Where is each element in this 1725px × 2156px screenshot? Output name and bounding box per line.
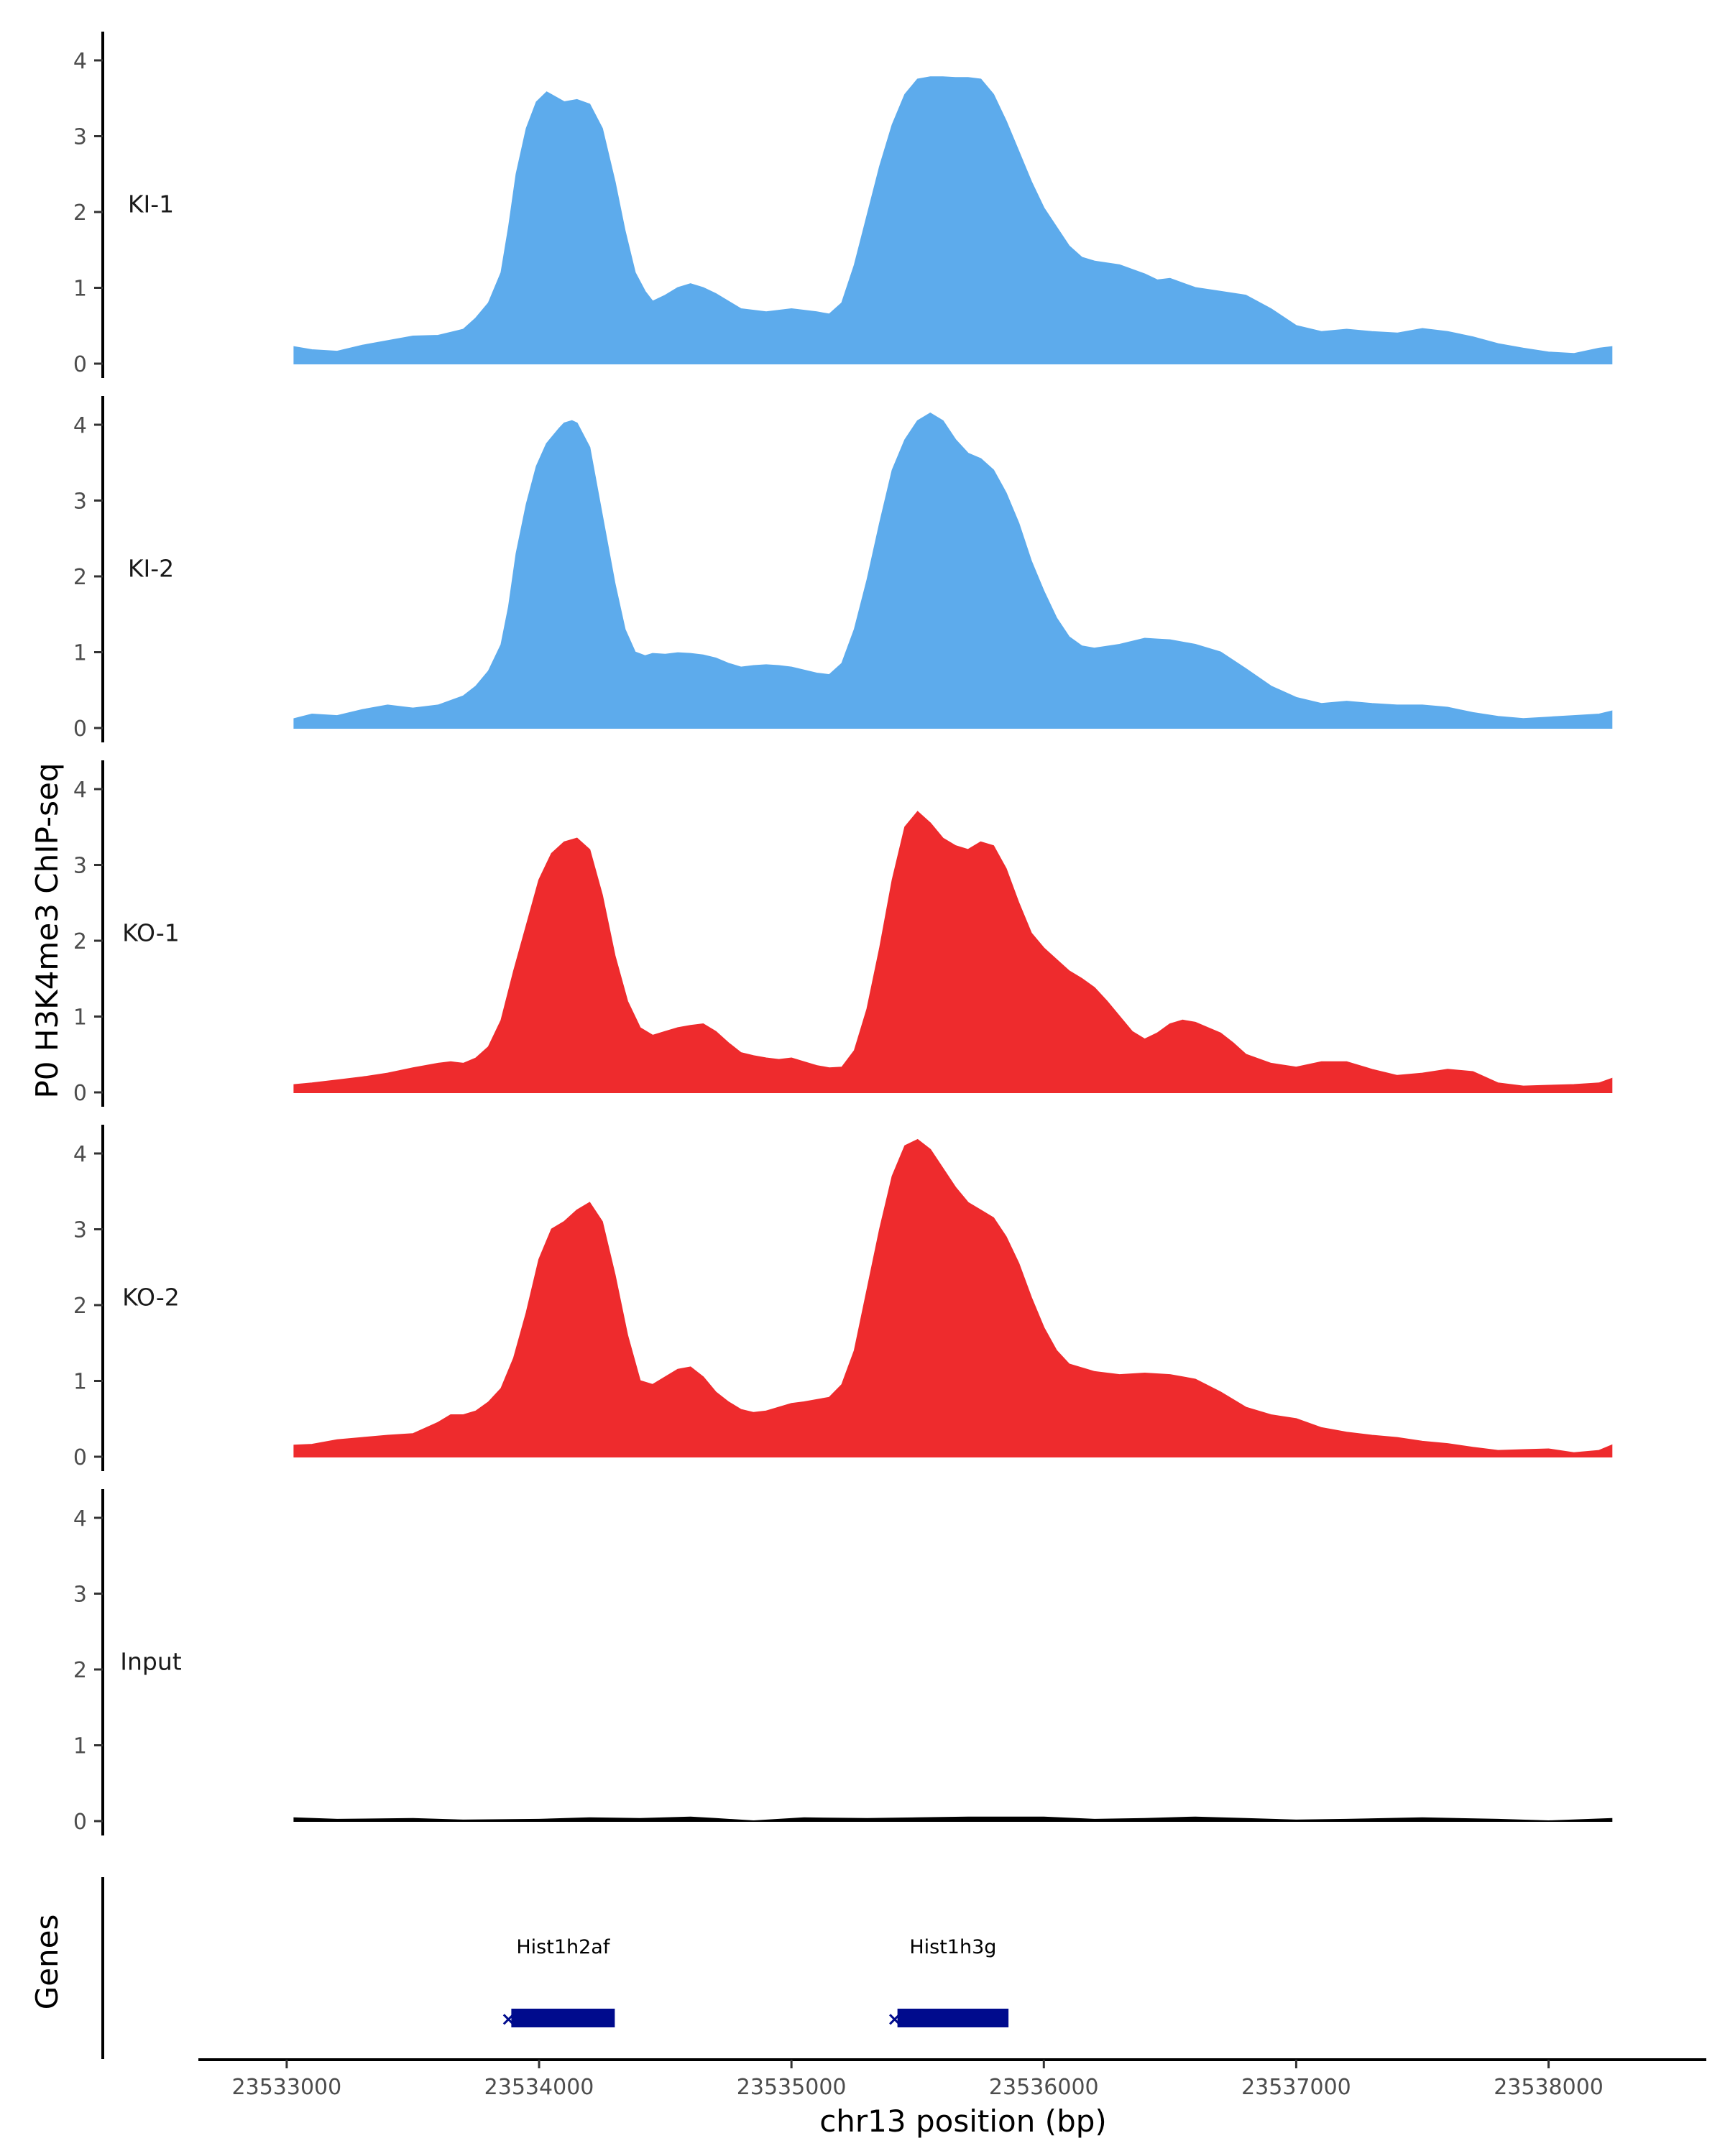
- y-tick-label-input-2: 2: [73, 1658, 87, 1683]
- coverage-area-ki-2: [293, 413, 1613, 729]
- y-tick-label-input-1: 1: [73, 1734, 87, 1759]
- y-tick-label-ki-2-0: 0: [73, 717, 87, 742]
- y-tick-label-ki-1-2: 2: [73, 201, 87, 226]
- gene-strand-marker: ×: [501, 2009, 517, 2030]
- y-tick-label-ki-1-1: 1: [73, 277, 87, 302]
- y-axis-title: P0 H3K4me3 ChIP-seq: [29, 763, 65, 1098]
- track-label-ko-2: KO-2: [122, 1283, 180, 1311]
- gene-strand-marker: ×: [887, 2009, 903, 2030]
- y-tick-label-ko-1-3: 3: [73, 854, 87, 879]
- coverage-area-ki-1: [293, 76, 1613, 364]
- track-label-ki-2: KI-2: [128, 554, 174, 582]
- gene-hist1h2af: [511, 2009, 615, 2027]
- x-tick-label-23537000: 23537000: [1241, 2075, 1351, 2100]
- y-tick-label-ko-1-0: 0: [73, 1081, 87, 1106]
- x-tick-label-23533000: 23533000: [232, 2075, 342, 2100]
- y-tick-label-ko-1-4: 4: [73, 778, 87, 803]
- y-tick-label-input-4: 4: [73, 1506, 87, 1531]
- y-tick-label-ki-1-0: 0: [73, 352, 87, 377]
- y-tick-label-ko-2-3: 3: [73, 1218, 87, 1243]
- y-tick-label-ko-2-4: 4: [73, 1142, 87, 1167]
- x-tick-label-23538000: 23538000: [1494, 2075, 1604, 2100]
- gene-label-hist1h2af: Hist1h2af: [516, 1936, 610, 1958]
- y-tick-label-ki-1-4: 4: [73, 49, 87, 74]
- y-tick-label-ki-2-3: 3: [73, 489, 87, 515]
- track-label-input: Input: [120, 1647, 182, 1675]
- x-tick-label-23534000: 23534000: [484, 2075, 594, 2100]
- x-tick-label-23535000: 23535000: [737, 2075, 847, 2100]
- y-tick-label-input-0: 0: [73, 1810, 87, 1835]
- x-axis-title: chr13 position (bp): [819, 2104, 1107, 2139]
- y-tick-label-ko-2-0: 0: [73, 1445, 87, 1470]
- y-tick-label-ko-1-2: 2: [73, 929, 87, 954]
- gene-label-hist1h3g: Hist1h3g: [909, 1936, 996, 1958]
- x-tick-label-23536000: 23536000: [989, 2075, 1099, 2100]
- coverage-area-ko-2: [293, 1138, 1613, 1457]
- y-tick-label-ko-2-1: 1: [73, 1370, 87, 1395]
- y-tick-label-ki-2-1: 1: [73, 641, 87, 666]
- y-tick-label-ki-2-2: 2: [73, 565, 87, 590]
- y-tick-label-ko-1-1: 1: [73, 1005, 87, 1031]
- genes-track-title: Genes: [29, 1915, 65, 2010]
- track-label-ki-1: KI-1: [128, 190, 174, 218]
- y-tick-label-input-3: 3: [73, 1583, 87, 1608]
- y-tick-label-ko-2-2: 2: [73, 1294, 87, 1319]
- coverage-area-input: [293, 1816, 1613, 1823]
- y-tick-label-ki-2-4: 4: [73, 413, 87, 438]
- coverage-area-ko-1: [293, 811, 1613, 1093]
- y-tick-label-ki-1-3: 3: [73, 125, 87, 150]
- track-label-ko-1: KO-1: [122, 918, 180, 946]
- gene-hist1h3g: [897, 2009, 1009, 2027]
